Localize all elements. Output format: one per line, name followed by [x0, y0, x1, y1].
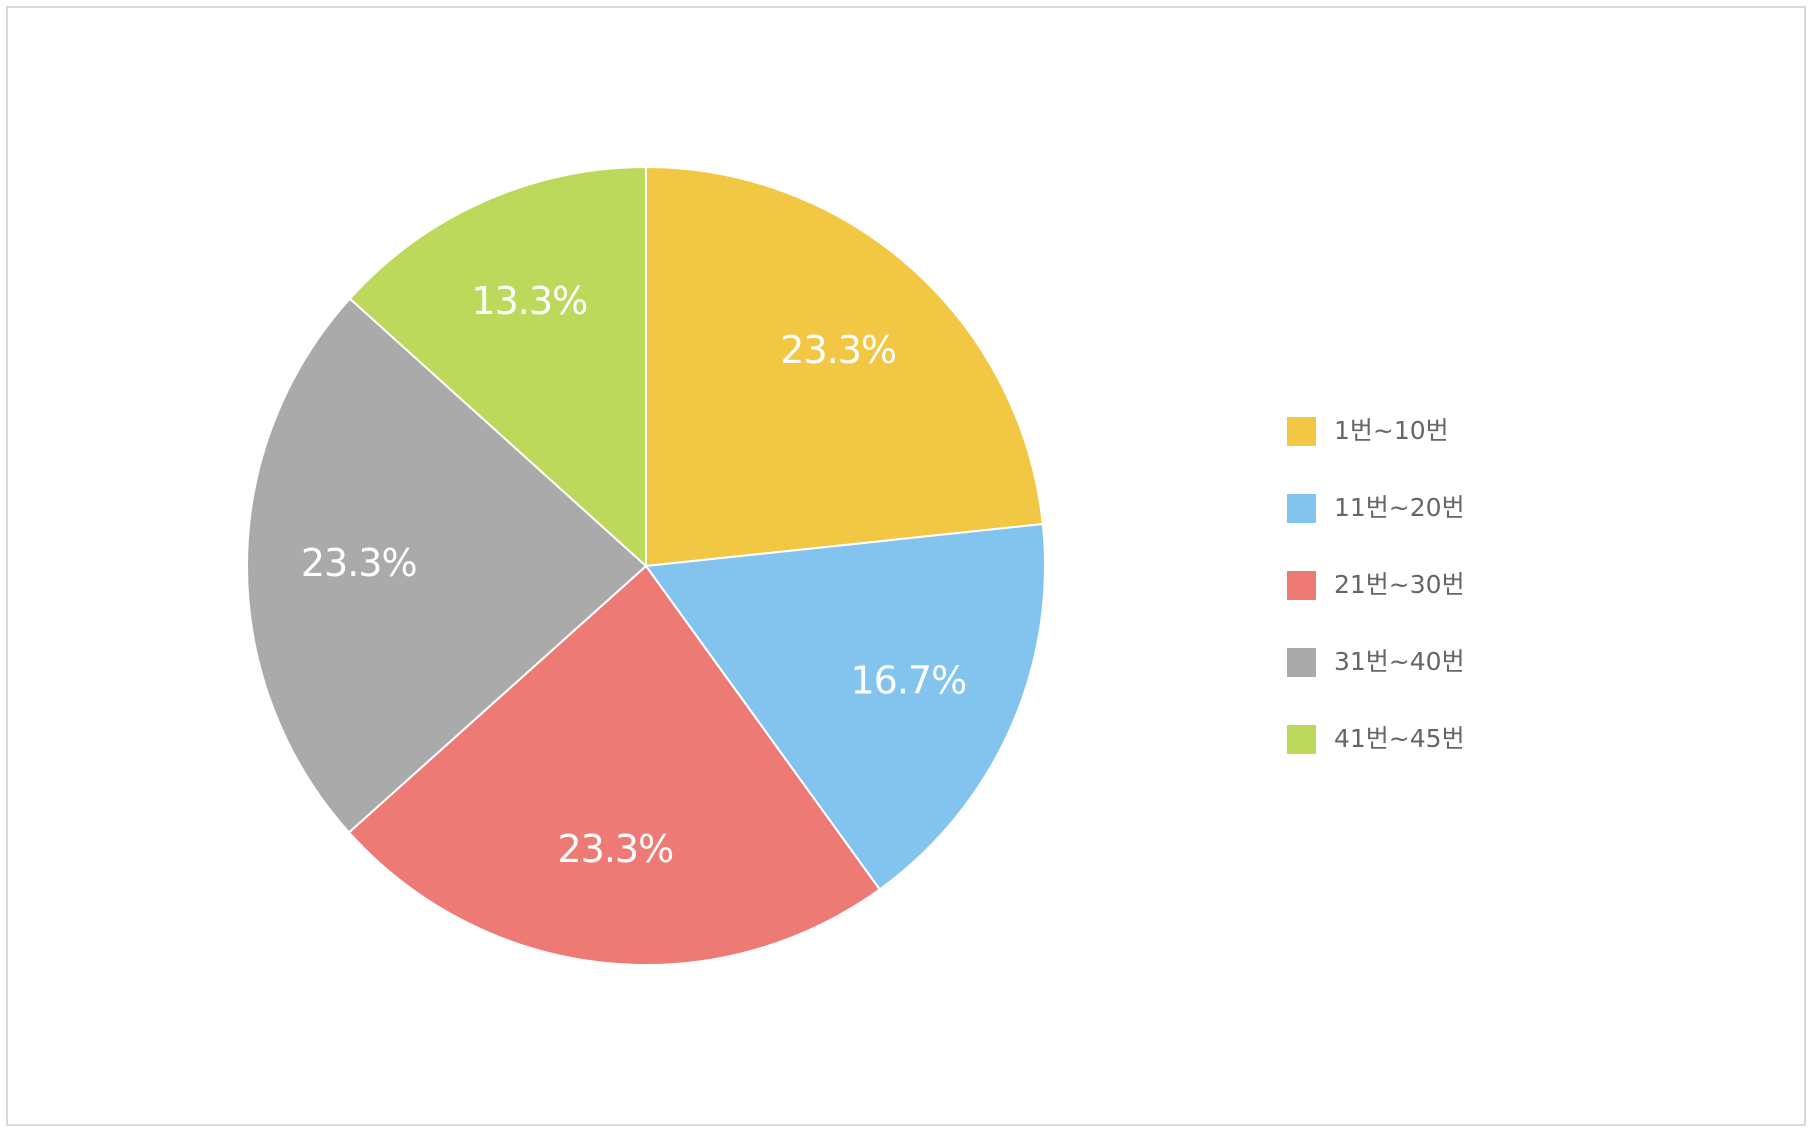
pie-slice [644, 522, 1046, 891]
legend-label: 41번~45번 [1334, 724, 1465, 753]
pie-slice [347, 564, 882, 966]
legend-swatch [1287, 417, 1316, 446]
legend-label: 21번~30번 [1334, 570, 1465, 599]
legend-label: 31번~40번 [1334, 647, 1465, 676]
legend-swatch [1287, 494, 1316, 523]
data-label: 13.3% [471, 279, 587, 323]
legend-label: 1번~10번 [1334, 416, 1449, 445]
pie-slice [645, 165, 1044, 568]
pie-slice [348, 165, 647, 569]
data-label: 23.3% [557, 827, 673, 871]
data-label: 16.7% [850, 659, 966, 703]
data-label: 23.3% [301, 541, 417, 585]
legend-label: 11번~20번 [1334, 493, 1465, 522]
legend-swatch [1287, 648, 1316, 677]
legend-swatch [1287, 725, 1316, 754]
data-label: 23.3% [780, 328, 896, 372]
legend-swatch [1287, 571, 1316, 600]
pie-slice [246, 297, 648, 834]
